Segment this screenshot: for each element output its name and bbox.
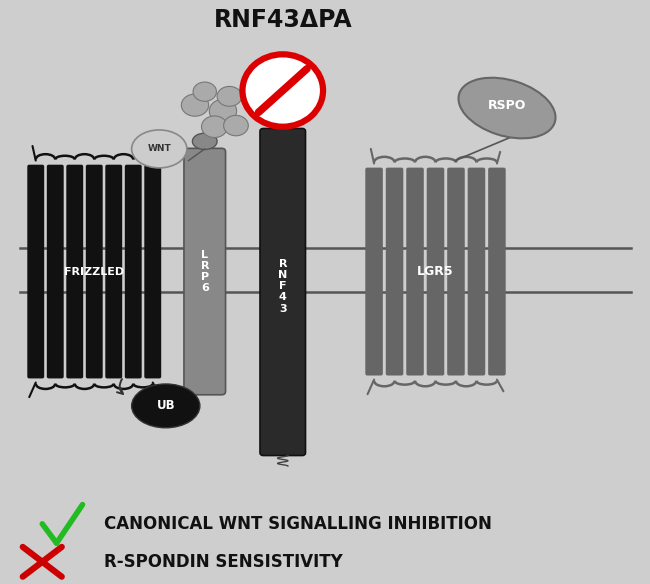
Ellipse shape — [193, 82, 216, 102]
Text: L
R
P
6: L R P 6 — [200, 251, 209, 293]
Ellipse shape — [458, 78, 556, 138]
Ellipse shape — [131, 384, 200, 427]
Text: WNT: WNT — [148, 144, 171, 154]
FancyBboxPatch shape — [386, 168, 403, 376]
FancyBboxPatch shape — [125, 165, 142, 378]
FancyBboxPatch shape — [260, 128, 306, 456]
FancyBboxPatch shape — [105, 165, 122, 378]
Text: R-SPONDIN SENSISTIVITY: R-SPONDIN SENSISTIVITY — [104, 553, 343, 571]
Text: R
N
F
4
3: R N F 4 3 — [278, 259, 287, 314]
Text: RSPO: RSPO — [488, 99, 526, 112]
FancyBboxPatch shape — [144, 165, 161, 378]
FancyBboxPatch shape — [488, 168, 506, 376]
FancyBboxPatch shape — [184, 148, 226, 395]
Ellipse shape — [209, 99, 237, 123]
Text: FRIZZLED: FRIZZLED — [64, 266, 124, 277]
Ellipse shape — [217, 86, 242, 106]
Ellipse shape — [181, 94, 209, 116]
Ellipse shape — [224, 115, 248, 136]
FancyBboxPatch shape — [47, 165, 64, 378]
Ellipse shape — [202, 116, 228, 138]
FancyBboxPatch shape — [427, 168, 445, 376]
FancyBboxPatch shape — [86, 165, 103, 378]
Circle shape — [242, 54, 323, 127]
FancyBboxPatch shape — [447, 168, 465, 376]
FancyBboxPatch shape — [406, 168, 424, 376]
Ellipse shape — [192, 133, 217, 150]
FancyBboxPatch shape — [66, 165, 83, 378]
Text: UB: UB — [157, 399, 175, 412]
FancyBboxPatch shape — [468, 168, 485, 376]
Text: CANONICAL WNT SIGNALLING INHIBITION: CANONICAL WNT SIGNALLING INHIBITION — [104, 515, 492, 533]
FancyBboxPatch shape — [365, 168, 383, 376]
FancyBboxPatch shape — [27, 165, 44, 378]
Ellipse shape — [131, 130, 187, 168]
Text: RNF43ΔPA: RNF43ΔPA — [213, 8, 352, 33]
Text: LGR5: LGR5 — [417, 265, 454, 278]
